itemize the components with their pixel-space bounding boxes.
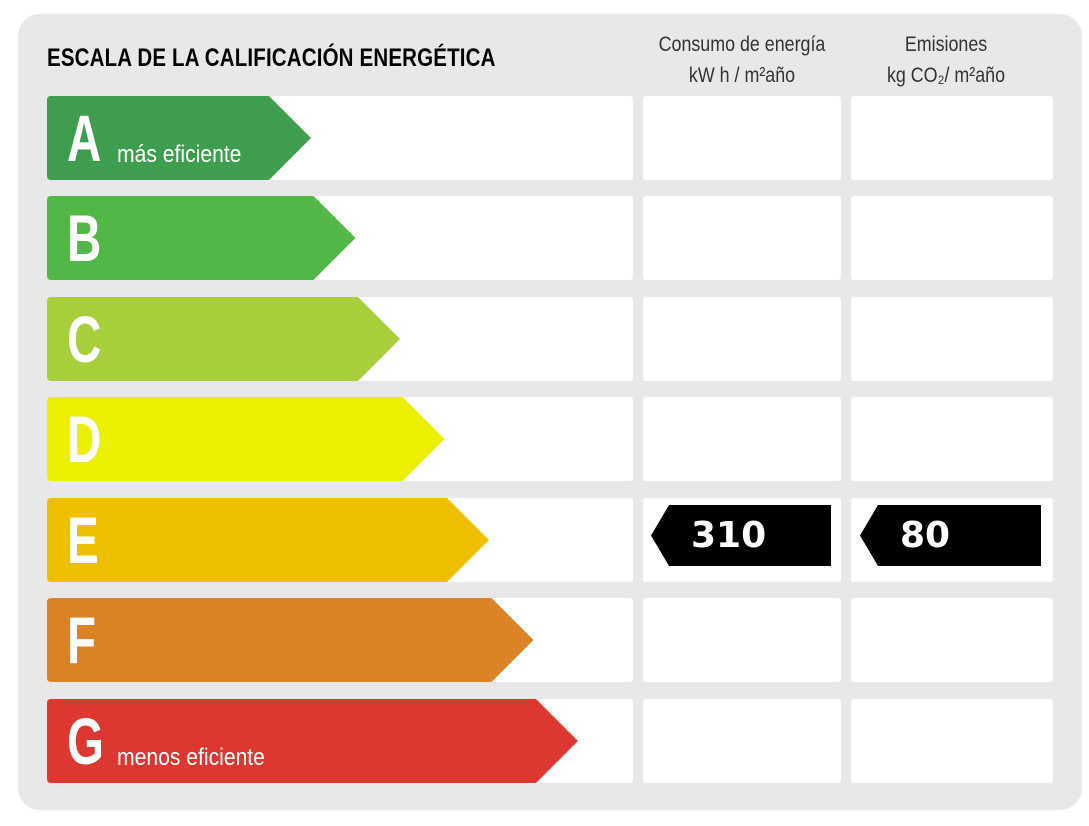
emissions-cell bbox=[851, 96, 1053, 180]
emissions-header: Emisiones kg CO₂/ m²año bbox=[865, 29, 1027, 91]
rating-caption: menos eficiente bbox=[117, 744, 265, 771]
arrow-shape bbox=[47, 699, 578, 783]
emissions-header-unit: kg CO₂/ m²año bbox=[886, 64, 1006, 87]
emissions-cell bbox=[851, 397, 1053, 481]
rating-letter: C bbox=[67, 302, 102, 376]
rating-letter: B bbox=[67, 201, 102, 275]
tag-arrow-shape bbox=[860, 505, 1041, 566]
consumption-cell bbox=[643, 598, 841, 682]
rating-bar-d: D bbox=[47, 397, 445, 481]
emissions-cell bbox=[851, 598, 1053, 682]
arrow-shape bbox=[47, 397, 445, 481]
consumption-cell bbox=[643, 699, 841, 783]
arrow-shape bbox=[47, 196, 356, 280]
consumption-header: Consumo de energía kW h / m²año bbox=[657, 29, 827, 91]
consumption-cell bbox=[643, 297, 841, 381]
emissions-cell bbox=[851, 196, 1053, 280]
arrow-shape bbox=[47, 297, 400, 381]
rating-bar-b: B bbox=[47, 196, 356, 280]
consumption-cell bbox=[643, 96, 841, 180]
consumption-value: 310 bbox=[691, 515, 767, 556]
rating-caption: más eficiente bbox=[117, 141, 242, 168]
rating-letter: D bbox=[67, 402, 102, 476]
arrow-shape bbox=[47, 498, 489, 582]
consumption-cell bbox=[643, 196, 841, 280]
rating-bar-f: F bbox=[47, 598, 534, 682]
rating-letter: E bbox=[67, 503, 99, 577]
label-title: ESCALA DE LA CALIFICACIÓN ENERGÉTICA bbox=[47, 44, 496, 72]
consumption-value-tag: 310 bbox=[651, 505, 831, 566]
emissions-cell bbox=[851, 699, 1053, 783]
rating-letter: G bbox=[67, 704, 104, 778]
rating-bar-e: E bbox=[47, 498, 489, 582]
rating-letter: F bbox=[67, 603, 97, 677]
consumption-header-title: Consumo de energía bbox=[658, 33, 826, 56]
emissions-cell bbox=[851, 297, 1053, 381]
emissions-value-tag: 80 bbox=[860, 505, 1041, 566]
rating-bar-c: C bbox=[47, 297, 400, 381]
consumption-cell bbox=[643, 397, 841, 481]
tag-arrow-shape bbox=[651, 505, 831, 566]
emissions-value: 80 bbox=[900, 515, 951, 556]
emissions-header-title: Emisiones bbox=[904, 33, 988, 56]
arrow-shape bbox=[47, 598, 534, 682]
consumption-header-unit: kW h / m²año bbox=[688, 64, 796, 87]
rating-letter: A bbox=[67, 101, 102, 175]
arrow-shape bbox=[47, 96, 311, 180]
